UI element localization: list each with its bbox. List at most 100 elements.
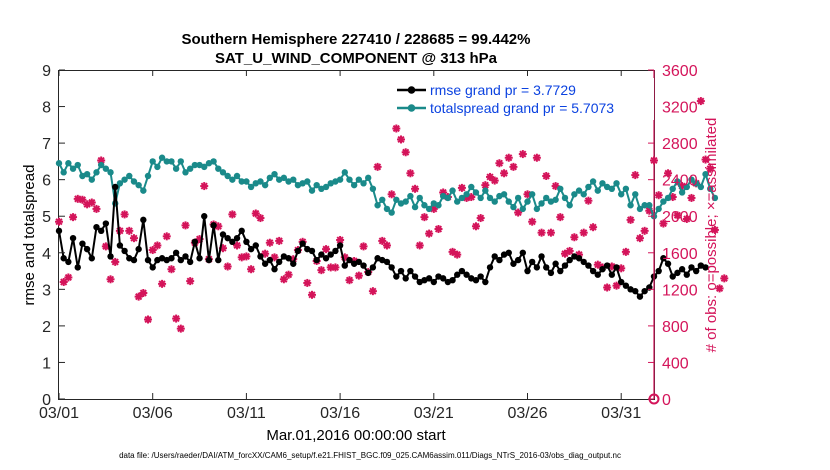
obs-marker-stroke	[617, 264, 625, 272]
obs-marker-stroke	[158, 280, 166, 288]
rmse-point	[458, 267, 466, 275]
obs-marker-stroke	[97, 156, 105, 165]
obs-marker	[284, 270, 293, 279]
rmse-point	[172, 249, 180, 256]
obs-marker-stroke	[673, 211, 682, 219]
rmse-point	[533, 264, 541, 271]
obs-marker	[176, 324, 185, 333]
totalspread-point	[646, 202, 653, 209]
totalspread-point	[116, 180, 124, 187]
obs-marker	[579, 228, 588, 237]
totalspread-point	[308, 187, 316, 194]
legend-totalspread: totalspread grand pr = 5.7073	[430, 100, 614, 116]
obs-marker	[162, 232, 171, 241]
totalspread-point	[557, 185, 564, 193]
rmse-point	[83, 245, 91, 253]
obs-marker	[457, 183, 466, 192]
rmse-point	[425, 275, 433, 282]
totalspread-point	[514, 194, 522, 202]
totalspread-point	[538, 200, 545, 207]
obs-marker	[542, 172, 551, 181]
totalspread-point	[346, 176, 353, 183]
rmse-point	[294, 247, 302, 255]
totalspread-point	[435, 202, 442, 209]
obs-marker-stroke	[570, 233, 578, 241]
y-axis-left-label: rmse and totalspread	[21, 165, 38, 306]
totalspread-point	[636, 205, 644, 213]
x-tick-label: 03/21	[414, 405, 454, 422]
obs-marker-stroke	[622, 248, 630, 256]
rmse-point	[215, 256, 222, 264]
rmse-point	[233, 234, 241, 242]
totalspread-point	[355, 176, 363, 183]
totalspread-point	[168, 158, 175, 165]
obs-marker-stroke	[514, 208, 522, 217]
obs-marker-stroke	[411, 185, 419, 193]
x-tick-label: 03/06	[133, 405, 173, 422]
totalspread-point	[350, 181, 358, 189]
obs-marker-stroke	[378, 237, 386, 245]
totalspread-point	[336, 176, 344, 183]
rmse-point	[585, 262, 592, 269]
totalspread-point	[102, 165, 110, 172]
totalspread-point	[322, 183, 330, 191]
obs-marker-stroke	[172, 314, 180, 323]
obs-marker-stroke	[425, 229, 433, 238]
obs-marker-stroke	[102, 242, 110, 250]
obs-marker	[476, 214, 485, 223]
totalspread-point	[641, 202, 648, 209]
rmse-point	[505, 249, 512, 256]
obs-marker	[509, 162, 518, 171]
rmse-point	[186, 258, 194, 266]
totalspread-point	[416, 194, 423, 202]
rmse-point	[346, 256, 353, 264]
totalspread-point	[271, 170, 278, 178]
totalspread-point	[215, 165, 222, 172]
rmse-point	[491, 253, 498, 260]
totalspread-point	[594, 187, 601, 194]
legend: rmse grand pr = 3.7729 totalspread grand…	[392, 78, 654, 120]
totalspread-point	[154, 163, 161, 171]
obs-marker-stroke	[664, 169, 672, 177]
obs-marker	[373, 162, 382, 171]
totalspread-point	[711, 194, 719, 202]
rmse-point	[454, 271, 461, 278]
obs-marker	[125, 226, 134, 235]
obs-marker-stroke	[687, 194, 696, 202]
rmse-point	[519, 249, 527, 256]
y-right-tick-label: 800	[662, 319, 689, 336]
y-right-tick-label: 2400	[662, 173, 698, 190]
obs-marker-stroke	[121, 210, 129, 218]
x-axis-label: Mar.01,2016 00:00:00 start	[266, 427, 446, 444]
totalspread-point	[510, 203, 517, 211]
obs-marker	[158, 279, 167, 288]
totalspread-point	[97, 161, 105, 169]
rmse-point	[524, 267, 531, 275]
obs-marker-stroke	[416, 241, 424, 250]
totalspread-point	[491, 198, 498, 205]
totalspread-point	[280, 174, 288, 182]
totalspread-point	[186, 165, 194, 172]
obs-marker	[411, 184, 420, 193]
rmse-point	[318, 251, 325, 258]
rmse-point	[664, 260, 672, 267]
obs-marker	[612, 281, 621, 290]
obs-marker	[682, 214, 691, 223]
totalspread-point	[468, 183, 475, 191]
totalspread-point	[472, 189, 480, 196]
totalspread-point	[130, 178, 138, 185]
obs-marker-stroke	[580, 229, 588, 237]
totalspread-point	[388, 209, 395, 216]
totalspread-point	[444, 194, 452, 202]
obs-marker-stroke	[233, 241, 241, 250]
obs-marker-stroke	[345, 276, 354, 284]
y-left-tick-label: 5	[42, 209, 51, 226]
obs-marker	[626, 215, 635, 224]
obs-marker-stroke	[509, 163, 518, 171]
rmse-point	[191, 238, 199, 246]
obs-marker-stroke	[589, 223, 597, 231]
totalspread-point	[575, 187, 583, 194]
totalspread-point	[402, 198, 409, 205]
obs-marker-stroke	[369, 287, 377, 295]
